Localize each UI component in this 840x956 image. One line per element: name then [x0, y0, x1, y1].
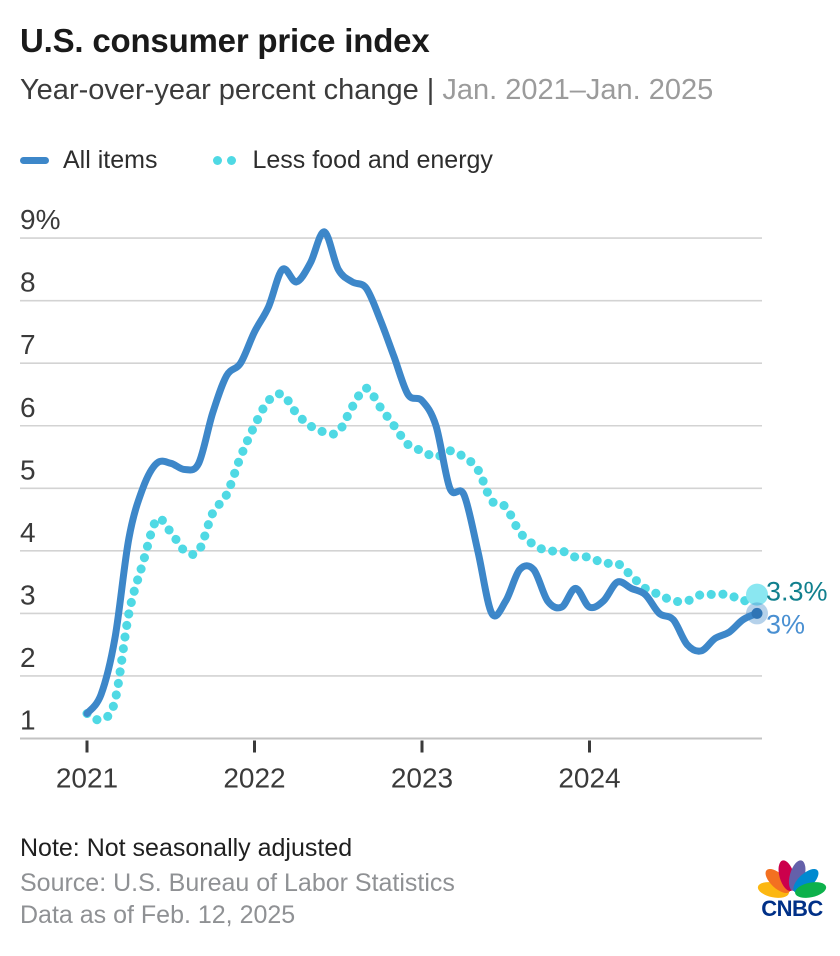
subtitle-date-range: Jan. 2021–Jan. 2025: [442, 74, 714, 106]
x-axis-label: 2024: [558, 763, 620, 794]
peacock-icon: [757, 860, 827, 898]
legend-item-core: Less food and energy: [213, 146, 493, 175]
solid-line-swatch-icon: [20, 157, 49, 164]
chart-subtitle: Year-over-year percent change | Jan. 202…: [20, 74, 713, 107]
y-axis-label: 6: [20, 392, 36, 423]
page-title: U.S. consumer price index: [20, 22, 430, 59]
peacock-feather: [795, 882, 827, 898]
chart-note: Note: Not seasonally adjusted: [20, 834, 353, 862]
x-axis-label: 2021: [56, 763, 118, 794]
chart-legend: All items Less food and energy: [20, 146, 493, 175]
y-axis-label: 9%: [20, 204, 60, 235]
y-axis-label: 2: [20, 642, 36, 673]
subtitle-measure: Year-over-year percent change |: [20, 74, 443, 106]
cnbc-wordmark: CNBC: [761, 896, 823, 921]
end-label-core: 3.3%: [766, 577, 828, 607]
legend-item-all-items: All items: [20, 146, 157, 175]
series-less-food-and-energy: [82, 383, 762, 725]
cnbc-logo: CNBC: [757, 860, 827, 921]
x-axis-label: 2023: [391, 763, 453, 794]
x-axis-label: 2022: [223, 763, 285, 794]
chart-source: Source: U.S. Bureau of Labor Statistics: [20, 869, 455, 897]
end-label-all-items: 3%: [766, 609, 805, 639]
y-axis-label: 4: [20, 517, 36, 548]
y-axis-label: 3: [20, 579, 36, 610]
y-axis-label: 1: [20, 705, 36, 736]
end-marker-all-items: [751, 607, 763, 619]
dotted-line-swatch-icon: [213, 156, 237, 165]
end-marker-core: [746, 583, 768, 606]
y-axis-label: 8: [20, 267, 36, 298]
series-all-items: [83, 228, 761, 717]
legend-label: All items: [63, 146, 158, 174]
legend-label: Less food and energy: [252, 146, 493, 174]
chart-data-as-of: Data as of Feb. 12, 2025: [20, 901, 296, 929]
line-chart: 9% 8 7 6 5 4 3 2 1 2021 2022 2023 2024 3.3% 3%: [0, 195, 840, 820]
line-chart-canvas: 9% 8 7 6 5 4 3 2 1 2021 2022 2023 2024 3.3%3%: [20, 204, 828, 794]
y-axis-label: 5: [20, 454, 36, 485]
y-axis-label: 7: [20, 329, 36, 360]
